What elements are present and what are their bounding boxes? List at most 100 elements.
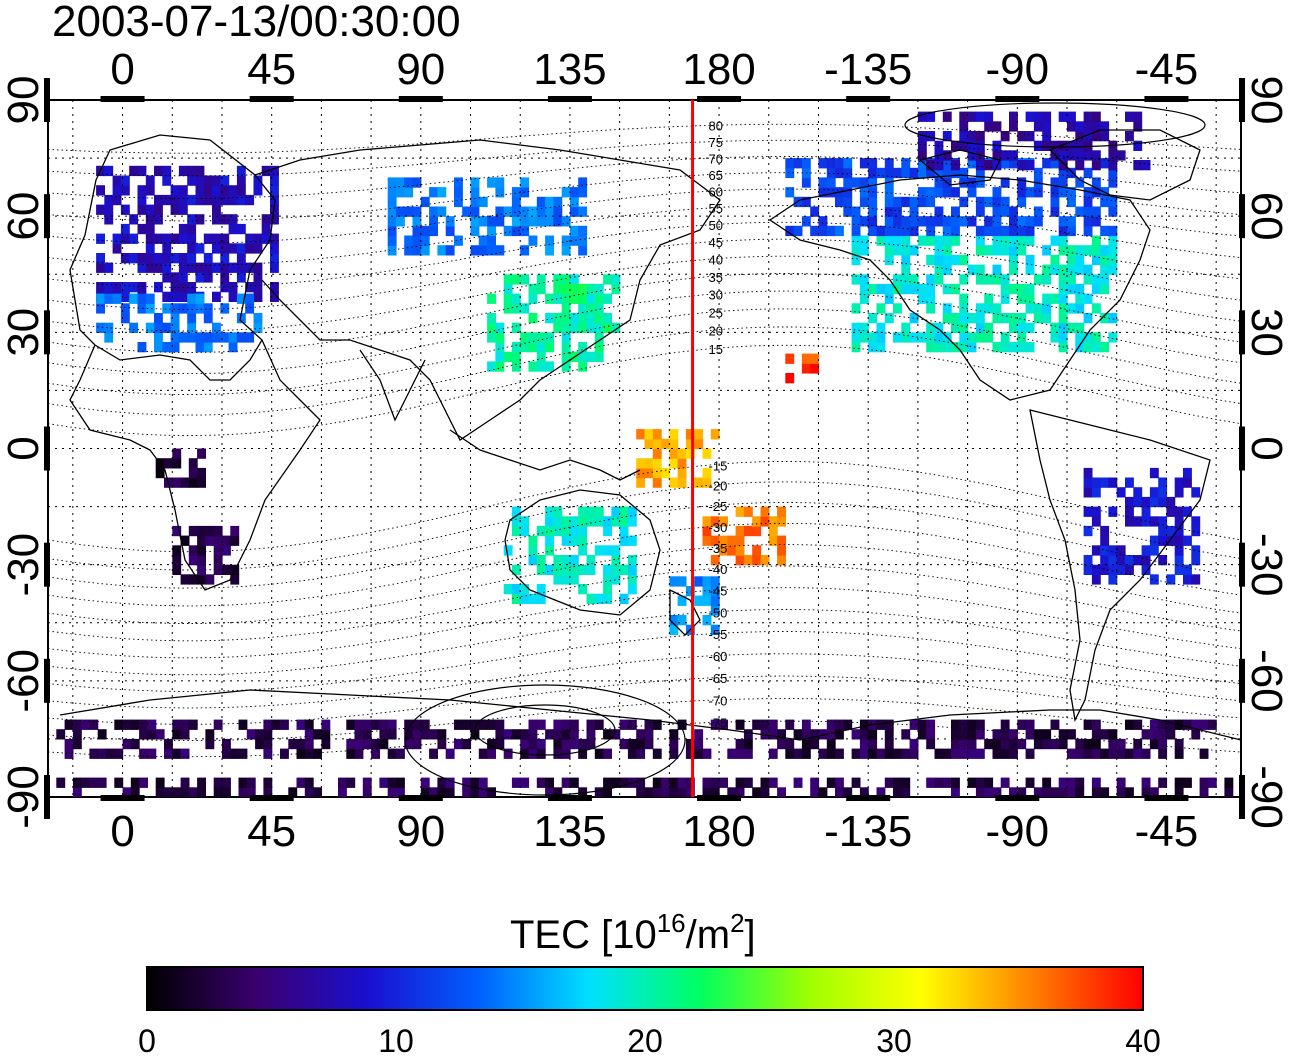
tec-cell-south-pole [893,787,902,797]
bottom-lon-label: 135 [533,807,606,856]
tec-cell-siberia [553,216,563,227]
tec-cell-north-america [1075,303,1085,314]
tec-cell-europe [228,243,238,254]
tec-cell-north-america-north [1075,177,1085,188]
tec-cell-north-america [1100,245,1110,256]
tec-cell-south-america [1091,477,1101,488]
tec-cell-australia [553,516,563,527]
tec-cell-south-pole [992,787,1002,797]
tec-cell-south-pole [1183,777,1192,788]
tec-cell-north-america-north [934,206,944,217]
tec-cell-europe [236,185,246,196]
tec-cell-europe-south [137,293,147,304]
tec-cell-europe [253,243,263,254]
tec-cell-east-asia [503,351,513,362]
tec-cell-antarctica [1149,729,1159,740]
tec-cell-antarctica [313,748,322,759]
tec-cell-antarctica [951,729,960,740]
tec-cell-north-america [1000,245,1010,256]
right-frame-tick [1239,78,1245,122]
tec-cell-antarctica [478,748,488,759]
top-frame-tick [1144,96,1189,102]
tec-cell-arctic-canada [1108,160,1118,171]
tec-cell-north-america-north [959,216,969,227]
tec-cell-siberia [578,177,588,188]
tec-cell-north-america-north [1017,216,1027,227]
tec-cell-antarctica [64,738,74,750]
tec-cell-antarctica [387,748,397,759]
tec-cell-south-america [1191,545,1201,556]
tec-cell-north-america-north [843,177,853,188]
tec-cell-europe [253,291,263,302]
tec-cell-antarctica [536,748,546,759]
tec-cell-north-america-north [851,177,861,188]
tec-cell-antarctica [487,738,496,750]
tec-cell-siberia [511,225,521,237]
tec-cell-antarctica [1174,748,1184,759]
tec-cell-pacific-south [735,545,745,556]
tec-cell-south-pole [470,787,480,797]
tec-cell-japan [594,313,604,324]
tec-cell-east-asia [545,361,554,372]
tec-cell-arctic-canada [975,140,985,151]
tec-cell-north-america [917,235,927,246]
tec-cell-north-america [859,274,869,285]
tec-cell-south-pole [652,787,662,797]
tec-cell-antarctica [130,738,140,750]
tec-cell-north-america-north [801,177,811,188]
tec-cell-arctic-canada [942,111,952,122]
tec-cell-antarctica [1158,729,1168,740]
tec-cell-south-pole [246,777,256,788]
tec-cell-antarctica [321,738,331,750]
tec-cell-siberia [454,187,463,198]
tec-cell-siberia [495,177,505,188]
tec-cell-north-america [959,322,969,333]
tec-cell-south-pole [362,787,372,797]
tec-cell-north-america [859,332,869,343]
tec-cell-north-america [926,235,936,246]
tec-cell-north-america [959,332,969,343]
tec-cell-south-america [1133,487,1143,498]
tec-cell-north-america-north [1000,206,1010,217]
tec-cell-antarctica [992,738,1002,750]
tec-cell-antarctica [1033,738,1043,750]
tec-cell-australia [611,506,621,517]
tec-cell-antarctica [835,729,844,740]
tec-cell-south-pole [975,777,985,788]
tec-cell-north-america-north [1050,196,1060,208]
tec-cell-europe [178,204,188,215]
tec-cell-north-america [1075,342,1085,353]
tec-cell-antarctica [503,748,513,759]
tec-cell-east-asia [536,283,546,295]
tec-cell-antarctica [702,748,712,759]
tec-cell-antarctica [89,719,99,730]
tec-cell-siberia [404,245,414,256]
tec-cell-europe [245,194,255,206]
tec-cell-antarctica [959,748,969,759]
tec-cell-arctic-canada [984,111,994,122]
tec-cell-europe-south [162,322,172,333]
tec-cell-north-america [1000,235,1010,246]
tec-cell-north-america [1091,254,1101,266]
tec-cell-north-america-north [1058,177,1068,188]
tec-cell-north-america-north [934,177,944,188]
tec-cell-siberia [578,245,588,256]
tec-cell-south-america [1091,564,1101,575]
tec-cell-south-africa [197,525,206,537]
tec-cell-south-pole [346,777,356,788]
tec-cell-south-pole [362,777,372,788]
tec-cell-europe [220,282,230,293]
tec-cell-south-america [1091,516,1101,527]
tec-cell-europe [154,214,163,225]
mlat-label: -60 [709,649,728,664]
tec-cell-antarctica [420,729,430,740]
tec-cell-north-america-north [942,167,952,179]
tec-cell-north-america [1108,332,1118,343]
tec-cell-north-america [1058,235,1068,246]
tec-cell-antarctica [180,729,190,740]
tec-cell-south-america [1125,516,1134,527]
tec-cell-antarctica [636,729,646,740]
tec-cell-australia [569,574,579,585]
tec-cell-antarctica [180,719,190,730]
tec-cell-antarctica [470,719,480,730]
